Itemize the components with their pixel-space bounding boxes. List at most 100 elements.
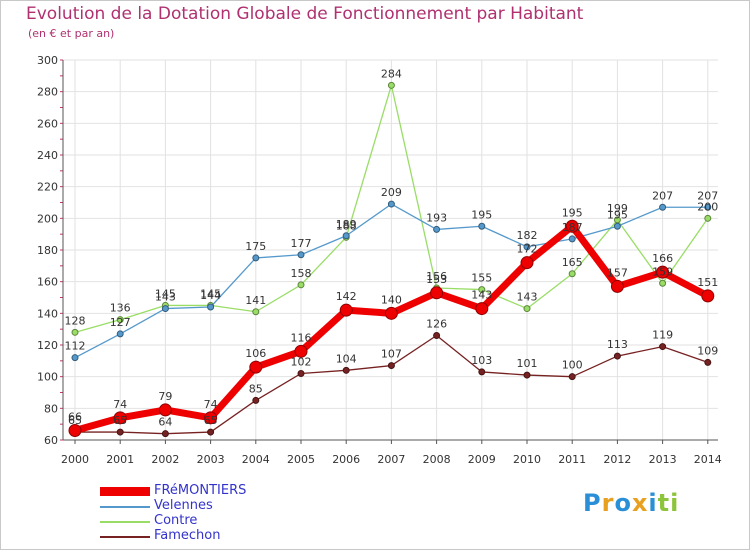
legend-swatch-velennes xyxy=(100,506,150,508)
x-tick-label: 2007 xyxy=(377,453,405,466)
data-point-fr-montiers xyxy=(249,360,263,374)
data-point-velennes xyxy=(568,235,576,243)
x-tick-label: 2003 xyxy=(197,453,225,466)
data-point-famechon xyxy=(116,428,124,436)
legend-swatch-contre xyxy=(100,521,150,523)
data-label-contre: 145 xyxy=(200,287,221,300)
logo-letter: i xyxy=(648,489,658,517)
data-point-fr-montiers xyxy=(610,279,624,293)
data-point-famechon xyxy=(613,352,621,360)
data-point-contre xyxy=(71,328,79,336)
data-point-velennes xyxy=(433,225,441,233)
data-label-fr-montiers: 74 xyxy=(204,398,218,411)
legend-label-velennes: Velennes xyxy=(154,498,213,513)
data-label-contre: 156 xyxy=(426,270,447,283)
data-label-famechon: 104 xyxy=(336,352,357,365)
data-label-velennes: 189 xyxy=(336,218,357,231)
data-label-contre: 200 xyxy=(697,200,718,213)
data-point-contre xyxy=(568,270,576,278)
legend-label-fremontiers: FRéMONTIERS xyxy=(154,483,247,498)
data-label-velennes: 207 xyxy=(697,189,718,202)
data-point-fr-montiers xyxy=(475,302,489,316)
data-point-contre xyxy=(297,281,305,289)
data-point-fr-montiers xyxy=(158,403,172,417)
data-point-velennes xyxy=(161,305,169,313)
data-point-famechon xyxy=(161,430,169,438)
data-label-contre: 159 xyxy=(652,265,673,278)
y-tick-label: 200 xyxy=(37,212,58,225)
proxiti-logo[interactable]: Proxiti xyxy=(583,489,679,517)
y-tick-label: 60 xyxy=(44,434,58,447)
data-point-fr-montiers xyxy=(430,286,444,300)
chart-title: Evolution de la Dotation Globale de Fonc… xyxy=(26,4,584,24)
logo-letter: o xyxy=(614,489,632,517)
data-label-contre: 128 xyxy=(65,314,86,327)
data-point-velennes xyxy=(116,330,124,338)
data-label-famechon: 101 xyxy=(517,357,538,370)
data-point-velennes xyxy=(523,243,531,251)
data-point-famechon xyxy=(433,332,441,339)
data-label-fr-montiers: 116 xyxy=(291,331,312,344)
series-lines xyxy=(68,81,715,438)
data-point-fr-montiers xyxy=(68,424,82,437)
data-point-contre xyxy=(523,305,531,313)
data-label-velennes: 127 xyxy=(110,316,131,329)
data-label-famechon: 113 xyxy=(607,338,628,351)
data-point-famechon xyxy=(252,396,260,404)
data-point-velennes xyxy=(613,222,621,230)
logo-letter: t xyxy=(657,489,671,517)
data-point-famechon xyxy=(478,368,486,376)
data-point-velennes xyxy=(252,254,260,262)
data-point-velennes xyxy=(659,203,667,211)
data-label-contre: 143 xyxy=(517,291,538,304)
data-label-fr-montiers: 66 xyxy=(68,411,82,424)
data-point-velennes xyxy=(297,251,305,259)
data-point-famechon xyxy=(659,343,667,351)
data-label-famechon: 65 xyxy=(68,414,82,427)
chart-subtitle: (en € et par an) xyxy=(28,27,115,40)
y-tick-label: 240 xyxy=(37,149,58,162)
data-point-famechon xyxy=(704,358,712,366)
data-label-famechon: 107 xyxy=(381,348,402,361)
y-tick-label: 260 xyxy=(37,117,58,130)
x-tick-label: 2005 xyxy=(287,453,315,466)
data-label-contre: 136 xyxy=(110,302,131,315)
data-label-famechon: 65 xyxy=(204,414,218,427)
data-label-fr-montiers: 140 xyxy=(381,293,402,306)
data-point-famechon xyxy=(207,428,215,436)
data-label-velennes: 177 xyxy=(291,237,312,250)
data-label-velennes: 187 xyxy=(562,221,583,234)
data-point-velennes xyxy=(387,200,395,208)
data-label-fr-montiers: 142 xyxy=(336,290,357,303)
data-point-contre xyxy=(116,316,124,324)
data-point-contre xyxy=(704,214,712,222)
data-point-famechon xyxy=(342,366,350,374)
data-point-velennes xyxy=(342,232,350,240)
data-label-famechon: 119 xyxy=(652,329,673,342)
data-label-velennes: 209 xyxy=(381,186,402,199)
data-label-famechon: 64 xyxy=(158,416,172,429)
x-tick-label: 2014 xyxy=(694,453,722,466)
data-label-fr-montiers: 79 xyxy=(158,390,172,403)
data-label-velennes: 175 xyxy=(245,240,266,253)
data-label-velennes: 207 xyxy=(652,189,673,202)
data-label-velennes: 195 xyxy=(607,208,628,221)
data-label-contre: 141 xyxy=(245,294,266,307)
data-point-velennes xyxy=(207,303,215,311)
data-point-famechon xyxy=(297,370,305,377)
logo-letter: x xyxy=(631,489,649,517)
data-point-velennes xyxy=(478,222,486,230)
x-tick-label: 2000 xyxy=(61,453,89,466)
data-label-fr-montiers: 151 xyxy=(697,276,718,289)
data-point-famechon xyxy=(523,371,531,379)
y-tick-label: 280 xyxy=(37,86,58,99)
x-tick-label: 2002 xyxy=(151,453,179,466)
data-label-fr-montiers: 166 xyxy=(652,252,673,265)
x-tick-label: 2013 xyxy=(649,453,677,466)
y-tick-label: 300 xyxy=(37,54,58,67)
data-point-contre xyxy=(659,279,667,287)
data-point-contre xyxy=(252,308,260,316)
x-tick-label: 2010 xyxy=(513,453,541,466)
